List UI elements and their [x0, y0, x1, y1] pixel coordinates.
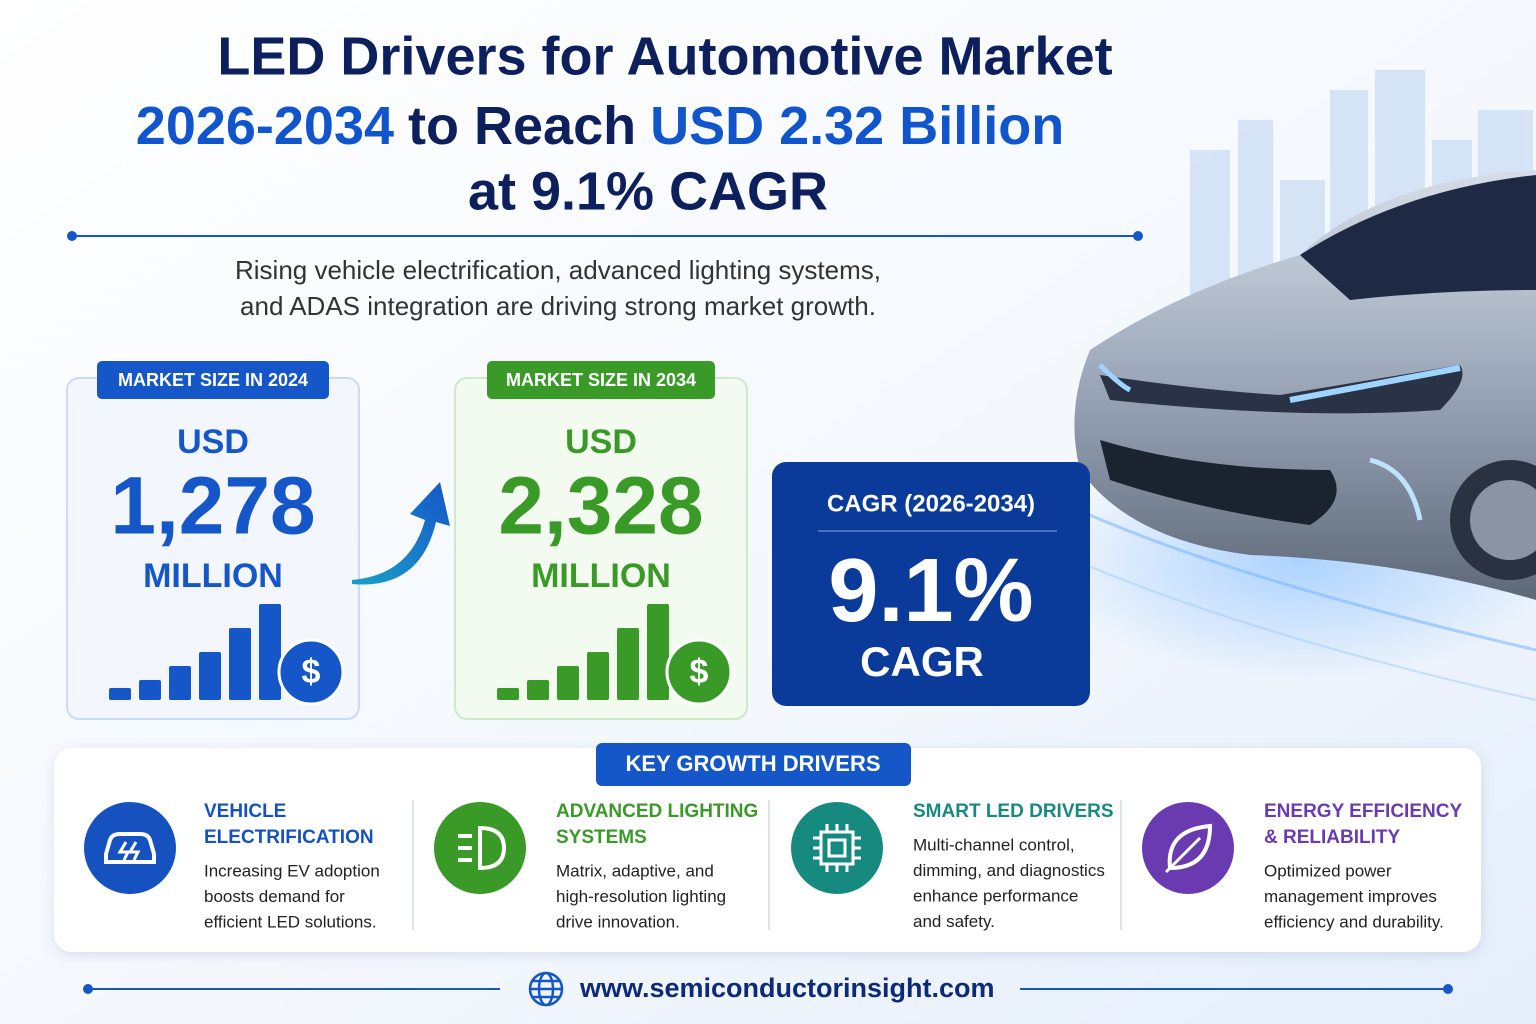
card-currency: USD — [565, 423, 637, 461]
dollar-sign: $ — [690, 653, 709, 691]
driver-text: efficiency and durability. — [1264, 912, 1444, 931]
driver-text: management improves — [1264, 887, 1437, 906]
driver-text: boosts demand for — [204, 887, 345, 906]
driver-text: Multi-channel control, — [913, 835, 1075, 854]
dollar-sign: $ — [302, 653, 321, 691]
card-unit: MILLION — [531, 557, 671, 595]
cagr-unit: CAGR — [860, 638, 984, 685]
driver-icon — [104, 832, 156, 864]
card-pill — [487, 361, 715, 399]
card-unit: MILLION — [143, 557, 283, 595]
title-highlight: 2026-2034 — [136, 96, 394, 156]
driver-item: VEHICLE ELECTRIFICATION Increasing EV adop… — [84, 800, 414, 931]
subtitle: Rising vehicle electrification, advanced… — [235, 255, 881, 285]
footer-rule — [83, 984, 1453, 994]
driver-icon-circle — [791, 802, 883, 894]
driver-title: ENERGY EFFICIENCY — [1264, 801, 1462, 822]
driver-text: enhance performance — [913, 886, 1078, 905]
driver-text: Matrix, adaptive, and — [556, 861, 714, 880]
driver-icon — [1164, 823, 1213, 874]
title-line: LED Drivers for Automotive Market — [217, 26, 1112, 86]
globe-icon — [528, 971, 564, 1007]
driver-icon — [458, 825, 507, 871]
decor-bar — [169, 666, 191, 700]
driver-title: & RELIABILITY — [1264, 827, 1400, 848]
card-label: MARKET SIZE IN 2034 — [506, 370, 696, 390]
driver-item: SMART LED DRIVERS Multi-channel control, d… — [791, 800, 1122, 931]
decor-bar — [647, 604, 669, 700]
decor-bar — [229, 628, 251, 700]
market-cards: MARKET SIZE IN 2024USD1,278MILLION$MARKE… — [66, 361, 748, 720]
drivers-panel — [54, 748, 1481, 952]
drivers-list: VEHICLE ELECTRIFICATION Increasing EV adop… — [84, 800, 1462, 931]
dollar-circle — [665, 638, 733, 706]
card-value: 2,328 — [498, 461, 703, 552]
dollar-circle — [277, 638, 345, 706]
decor-bar — [587, 652, 609, 700]
decor-bar — [617, 628, 639, 700]
driver-item: ADVANCED LIGHTING SYSTEMS Matrix, adaptive… — [434, 800, 770, 931]
title-line: at 9.1% CAGR — [468, 161, 828, 221]
title-rule — [67, 231, 1143, 241]
driver-icon-circle — [84, 802, 176, 894]
growth-arrow — [352, 482, 450, 585]
driver-text: and safety. — [913, 912, 995, 931]
decor-bar — [139, 680, 161, 700]
decor-bar — [259, 604, 281, 700]
driver-text: Increasing EV adoption — [204, 861, 380, 880]
card-value: 1,278 — [110, 461, 315, 552]
subtitle: and ADAS integration are driving strong … — [240, 291, 876, 321]
decor-bar — [557, 666, 579, 700]
decor-bar — [497, 688, 519, 700]
cagr-label: CAGR (2026-2034) — [827, 490, 1035, 517]
cagr-value: 9.1% — [828, 541, 1033, 641]
driver-text: high-resolution lighting — [556, 887, 726, 906]
card-currency: USD — [177, 423, 249, 461]
driver-title: SMART LED DRIVERS — [913, 801, 1114, 822]
driver-icon — [813, 824, 861, 872]
title-highlight: USD 2.32 Billion — [650, 96, 1064, 156]
footer-url[interactable]: www.semiconductorinsight.com — [579, 973, 995, 1003]
decor-bar — [527, 680, 549, 700]
driver-title: ELECTRIFICATION — [204, 827, 374, 848]
driver-text: drive innovation. — [556, 912, 680, 931]
cagr-box — [772, 462, 1090, 706]
driver-text: dimming, and diagnostics — [913, 861, 1105, 880]
driver-text: efficient LED solutions. — [204, 912, 377, 931]
drivers-pill — [596, 743, 911, 786]
driver-item: ENERGY EFFICIENCY & RELIABILITY Optimized … — [1142, 801, 1462, 931]
driver-title: VEHICLE — [204, 801, 286, 822]
car-illustration — [989, 170, 1536, 701]
card-pill — [97, 361, 329, 399]
title-line: 2026-2034 to Reach USD 2.32 Billion — [136, 96, 1064, 156]
decor-bar — [109, 688, 131, 700]
decor-bar — [199, 652, 221, 700]
driver-text: Optimized power — [1264, 861, 1392, 880]
title-text: to Reach — [408, 96, 636, 156]
card-label: MARKET SIZE IN 2024 — [118, 370, 308, 390]
cagr-card: CAGR (2026-2034) 9.1% CAGR — [772, 462, 1090, 706]
driver-title: SYSTEMS — [556, 827, 647, 848]
drivers-title: KEY GROWTH DRIVERS — [625, 751, 880, 776]
driver-title: ADVANCED LIGHTING — [556, 801, 758, 822]
